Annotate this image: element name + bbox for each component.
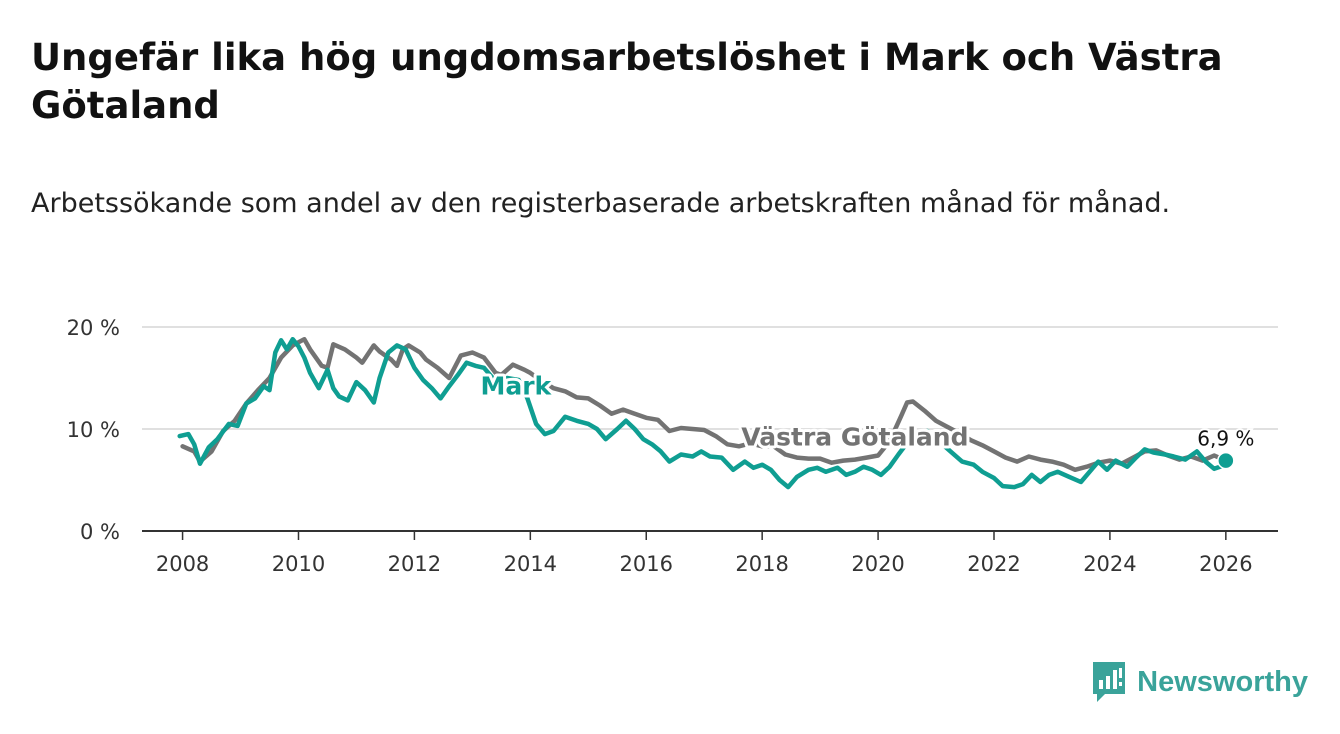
- series-line-mark: [177, 336, 1229, 490]
- series-line-vastra-gotaland: [180, 336, 1229, 473]
- x-tick-label: 2018: [735, 552, 788, 576]
- x-tick-label: 2022: [967, 552, 1020, 576]
- x-tick-label: 2016: [620, 552, 673, 576]
- newsworthy-logo-icon: [1093, 662, 1126, 702]
- end-value-label: 6,9 %: [1197, 427, 1254, 451]
- chart-title: Ungefär lika hög ungdomsarbetslöshet i M…: [31, 36, 1223, 127]
- newsworthy-brand[interactable]: Newsworthy: [1091, 660, 1308, 704]
- x-tick-label: 2014: [504, 552, 557, 576]
- x-tick-label: 2008: [156, 552, 209, 576]
- line-chart: 0 % 10 % 20 % 2008 2010 2012 2014 2016 2018 2020 2…: [67, 316, 1278, 576]
- x-tick-label: 2024: [1083, 552, 1136, 576]
- y-tick-label: 20 %: [67, 316, 120, 340]
- series-label-vastra-gotaland: Västra Götaland: [741, 422, 968, 451]
- x-tick-label: 2012: [388, 552, 441, 576]
- y-tick-label: 10 %: [67, 418, 120, 442]
- series-label-mark: Mark: [480, 371, 552, 400]
- x-tick-label: 2020: [851, 552, 904, 576]
- x-tick-label: 2026: [1199, 552, 1252, 576]
- x-tick-label: 2010: [272, 552, 325, 576]
- chart-subtitle: Arbetssökande som andel av den registerb…: [31, 188, 1171, 219]
- y-tick-label: 0 %: [80, 520, 120, 544]
- newsworthy-brand-name: Newsworthy: [1137, 665, 1308, 698]
- end-point-marker: [1217, 451, 1235, 470]
